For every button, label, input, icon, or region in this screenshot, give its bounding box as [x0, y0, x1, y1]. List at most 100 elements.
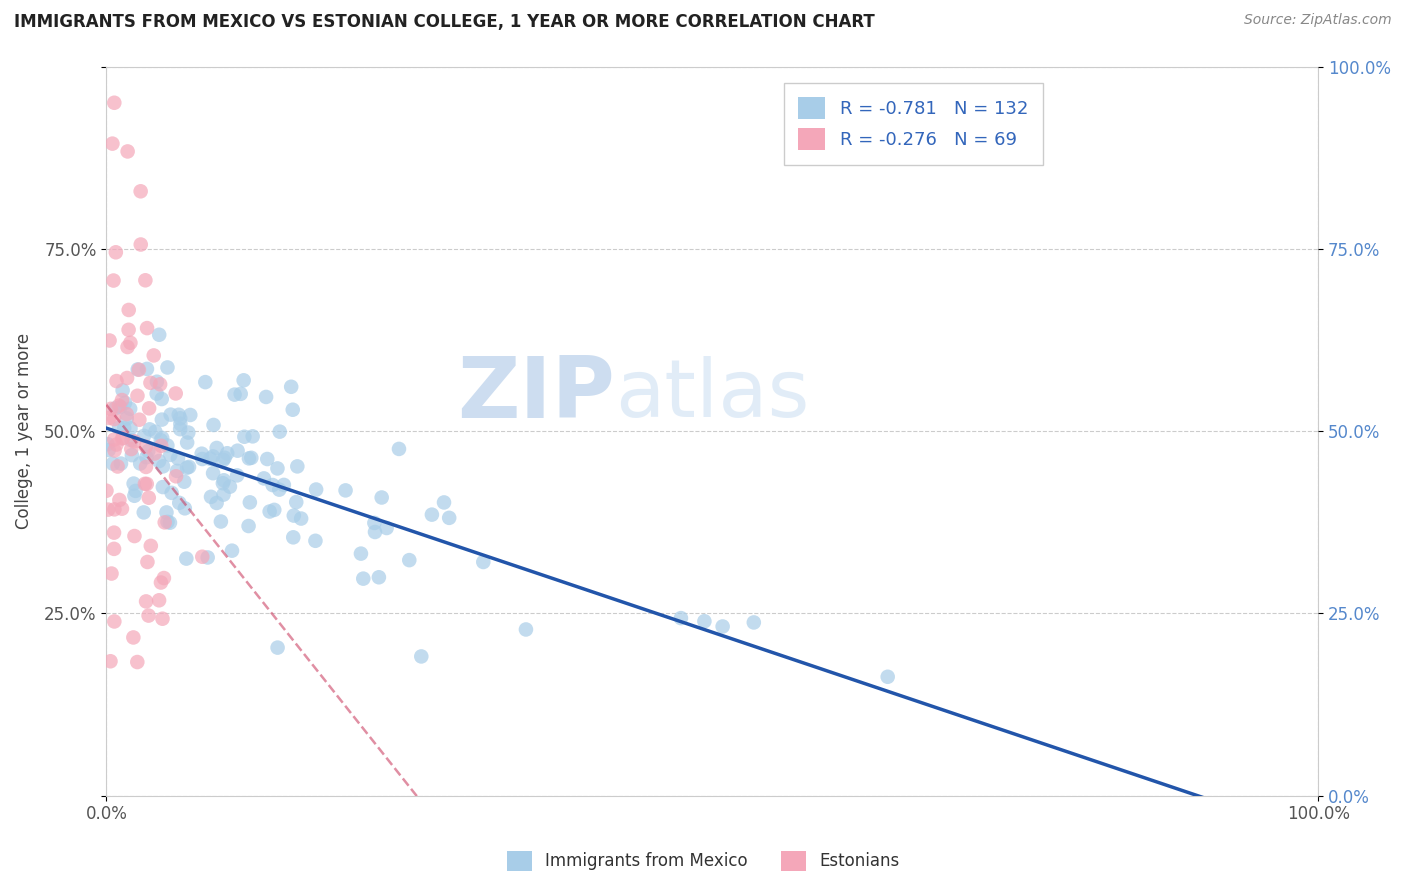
- Point: [97, 502, 120, 516]
- Text: atlas: atlas: [616, 356, 810, 434]
- Point: [209, 515, 232, 529]
- Point: [145, 386, 167, 401]
- Point: [411, 649, 433, 664]
- Point: [367, 570, 389, 584]
- Point: [669, 611, 692, 625]
- Point: [160, 486, 183, 500]
- Point: [233, 430, 256, 444]
- Point: [122, 631, 145, 645]
- Point: [146, 375, 169, 389]
- Point: [226, 443, 249, 458]
- Point: [96, 437, 118, 451]
- Point: [212, 473, 235, 487]
- Point: [120, 401, 142, 416]
- Point: [104, 443, 127, 458]
- Point: [135, 459, 157, 474]
- Point: [242, 429, 264, 443]
- Point: [115, 411, 138, 425]
- Point: [388, 442, 411, 456]
- Point: [167, 408, 190, 422]
- Point: [103, 274, 125, 288]
- Point: [159, 448, 181, 462]
- Point: [135, 440, 157, 454]
- Point: [150, 439, 173, 453]
- Point: [114, 396, 136, 410]
- Point: [711, 619, 734, 633]
- Point: [100, 566, 122, 581]
- Point: [124, 529, 146, 543]
- Point: [149, 434, 172, 448]
- Point: [205, 496, 228, 510]
- Point: [103, 95, 125, 110]
- Point: [398, 553, 420, 567]
- Point: [148, 327, 170, 342]
- Point: [152, 459, 174, 474]
- Point: [437, 511, 460, 525]
- Point: [136, 444, 159, 458]
- Point: [101, 136, 124, 151]
- Point: [364, 524, 387, 539]
- Point: [156, 515, 179, 529]
- Point: [153, 516, 176, 530]
- Point: [107, 459, 129, 474]
- Point: [305, 483, 328, 497]
- Point: [122, 434, 145, 449]
- Point: [100, 401, 122, 416]
- Point: [121, 448, 143, 462]
- Point: [103, 502, 125, 516]
- Point: [352, 572, 374, 586]
- Point: [149, 575, 172, 590]
- Point: [169, 411, 191, 425]
- Point: [742, 615, 765, 630]
- Point: [129, 457, 152, 471]
- Point: [212, 476, 235, 491]
- Point: [254, 390, 277, 404]
- Point: [169, 496, 191, 510]
- Point: [212, 487, 235, 501]
- Text: ZIP: ZIP: [457, 353, 616, 436]
- Point: [134, 476, 156, 491]
- Point: [214, 450, 236, 465]
- Point: [150, 412, 173, 426]
- Point: [111, 392, 134, 407]
- Point: [159, 516, 181, 530]
- Point: [226, 468, 249, 483]
- Point: [142, 348, 165, 362]
- Point: [136, 321, 159, 335]
- Point: [97, 442, 120, 457]
- Point: [285, 459, 308, 474]
- Point: [103, 433, 125, 447]
- Point: [148, 454, 170, 468]
- Point: [375, 521, 398, 535]
- Point: [138, 422, 160, 436]
- Point: [127, 655, 149, 669]
- Point: [104, 245, 127, 260]
- Point: [515, 623, 537, 637]
- Point: [149, 377, 172, 392]
- Point: [217, 446, 239, 460]
- Point: [98, 411, 121, 425]
- Point: [96, 483, 118, 498]
- Point: [124, 483, 146, 498]
- Point: [112, 421, 135, 435]
- Point: [263, 503, 285, 517]
- Y-axis label: College, 1 year or more: College, 1 year or more: [15, 333, 32, 529]
- Point: [110, 457, 132, 471]
- Point: [103, 541, 125, 556]
- Point: [134, 273, 156, 287]
- Point: [98, 334, 121, 348]
- Point: [169, 417, 191, 431]
- Point: [104, 401, 127, 416]
- Point: [152, 612, 174, 626]
- Point: [266, 461, 288, 475]
- Point: [101, 457, 124, 471]
- Point: [273, 478, 295, 492]
- Point: [153, 571, 176, 585]
- Point: [420, 508, 443, 522]
- Point: [122, 476, 145, 491]
- Point: [138, 491, 160, 505]
- Point: [253, 471, 276, 485]
- Point: [290, 511, 312, 525]
- Point: [177, 459, 200, 474]
- Point: [281, 402, 304, 417]
